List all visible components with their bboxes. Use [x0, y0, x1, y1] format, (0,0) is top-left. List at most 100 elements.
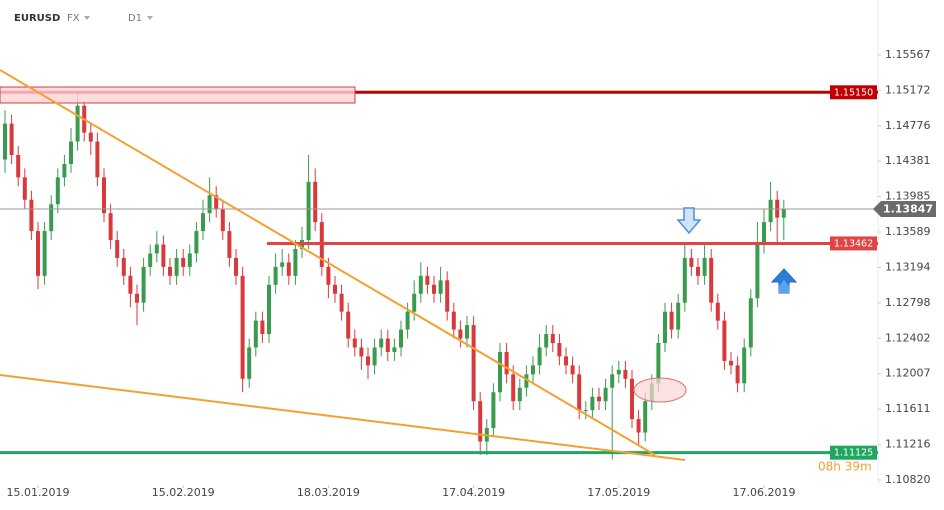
candle-body: [306, 181, 311, 241]
candle-body: [682, 257, 687, 303]
candle-body: [201, 213, 205, 232]
y-tick-label: 1.13194: [885, 260, 931, 273]
candle-body: [676, 302, 681, 330]
candle-body: [128, 275, 133, 294]
candle-body: [352, 338, 357, 348]
candle-body: [735, 365, 740, 384]
candle-body: [234, 257, 238, 276]
candle-body: [16, 154, 21, 178]
candle-body: [544, 334, 549, 348]
candle-body: [108, 213, 113, 241]
candle-body: [696, 266, 700, 276]
level-label: 1.13462: [834, 238, 873, 249]
level-label: 1.15150: [834, 87, 873, 98]
candle-body: [392, 347, 397, 352]
candle-body: [346, 311, 351, 339]
candle-body: [709, 257, 714, 303]
y-tick-label: 1.12798: [885, 296, 931, 309]
candle-body: [260, 320, 265, 335]
candle-body: [148, 253, 153, 267]
timeframe: D1: [128, 13, 142, 24]
candle-body: [590, 396, 595, 411]
candle-body: [550, 334, 555, 344]
candle-body: [643, 401, 648, 433]
candle-body: [399, 329, 403, 348]
y-tick-label: 1.13985: [885, 190, 931, 203]
candle-body: [445, 280, 450, 312]
candle-body: [359, 347, 364, 357]
candle-body: [69, 141, 73, 164]
candle-body: [115, 240, 120, 258]
down-arrow: [676, 207, 702, 235]
candle-body: [762, 222, 766, 245]
y-tick-label: 1.13589: [885, 225, 931, 238]
candle-body: [95, 141, 100, 178]
candle-body: [471, 325, 476, 402]
candle-body: [412, 293, 417, 312]
candle-body: [220, 208, 225, 232]
candle-body: [55, 177, 60, 205]
current-price-box: [873, 200, 936, 217]
candle-body: [313, 181, 318, 223]
level-label: 1.11125: [834, 448, 873, 459]
candle-body: [432, 284, 436, 294]
candle-body: [154, 244, 159, 254]
candle-body: [62, 163, 67, 178]
candle-body: [240, 275, 245, 379]
candle-body: [438, 280, 443, 294]
candle-body: [564, 356, 568, 366]
current-price-label: 1.13847: [883, 202, 933, 215]
candle-body: [524, 374, 529, 388]
y-tick-label: 1.12007: [885, 367, 931, 380]
candle-body: [418, 275, 423, 294]
y-tick-label: 1.10820: [885, 473, 931, 486]
candle-body: [663, 311, 667, 344]
x-tick-label: 15.01.2019: [7, 486, 70, 499]
candle-body: [3, 123, 7, 160]
candle-body: [227, 231, 232, 258]
dropdown-arrow[interactable]: [84, 16, 90, 20]
candle-body: [656, 343, 661, 384]
candle-body: [636, 419, 641, 433]
y-tick-label: 1.11216: [885, 438, 931, 451]
candle-body: [75, 105, 80, 142]
resistance-zone: [0, 86, 356, 104]
level-label-box: [830, 236, 877, 251]
candle-body: [286, 262, 291, 276]
candle-body: [722, 320, 727, 361]
y-tick-label: 1.14381: [885, 154, 931, 167]
candle-body: [280, 262, 285, 267]
y-tick-label: 1.15567: [885, 48, 931, 61]
candle-body: [504, 351, 509, 375]
dropdown-arrow[interactable]: [147, 16, 153, 20]
annotations: [0, 69, 798, 461]
candle-body: [748, 298, 753, 348]
candle-body: [616, 369, 621, 375]
candle-body: [583, 410, 588, 412]
candle-body: [458, 329, 463, 339]
candle-body: [207, 195, 212, 214]
candle-body: [121, 257, 126, 276]
candle-body: [742, 347, 747, 384]
candle-body: [478, 401, 483, 442]
candle-body: [88, 132, 93, 142]
level-label-box: [830, 85, 877, 100]
candle-body: [702, 257, 707, 276]
breakout-marker: [633, 377, 687, 403]
candle-body: [161, 244, 166, 267]
market: FX: [67, 13, 80, 24]
symbol: EURUSD: [14, 13, 60, 24]
candle-body: [385, 338, 390, 352]
x-tick-label: 17.06.2019: [733, 486, 796, 499]
candle-body: [465, 325, 469, 339]
candle-body: [577, 374, 582, 411]
candle-body: [141, 266, 146, 303]
candle-body: [194, 231, 199, 254]
candle-body: [326, 266, 331, 285]
candle-body: [247, 347, 252, 379]
candle-body: [333, 284, 337, 294]
candle-body: [689, 257, 694, 267]
candle-body: [22, 177, 27, 200]
